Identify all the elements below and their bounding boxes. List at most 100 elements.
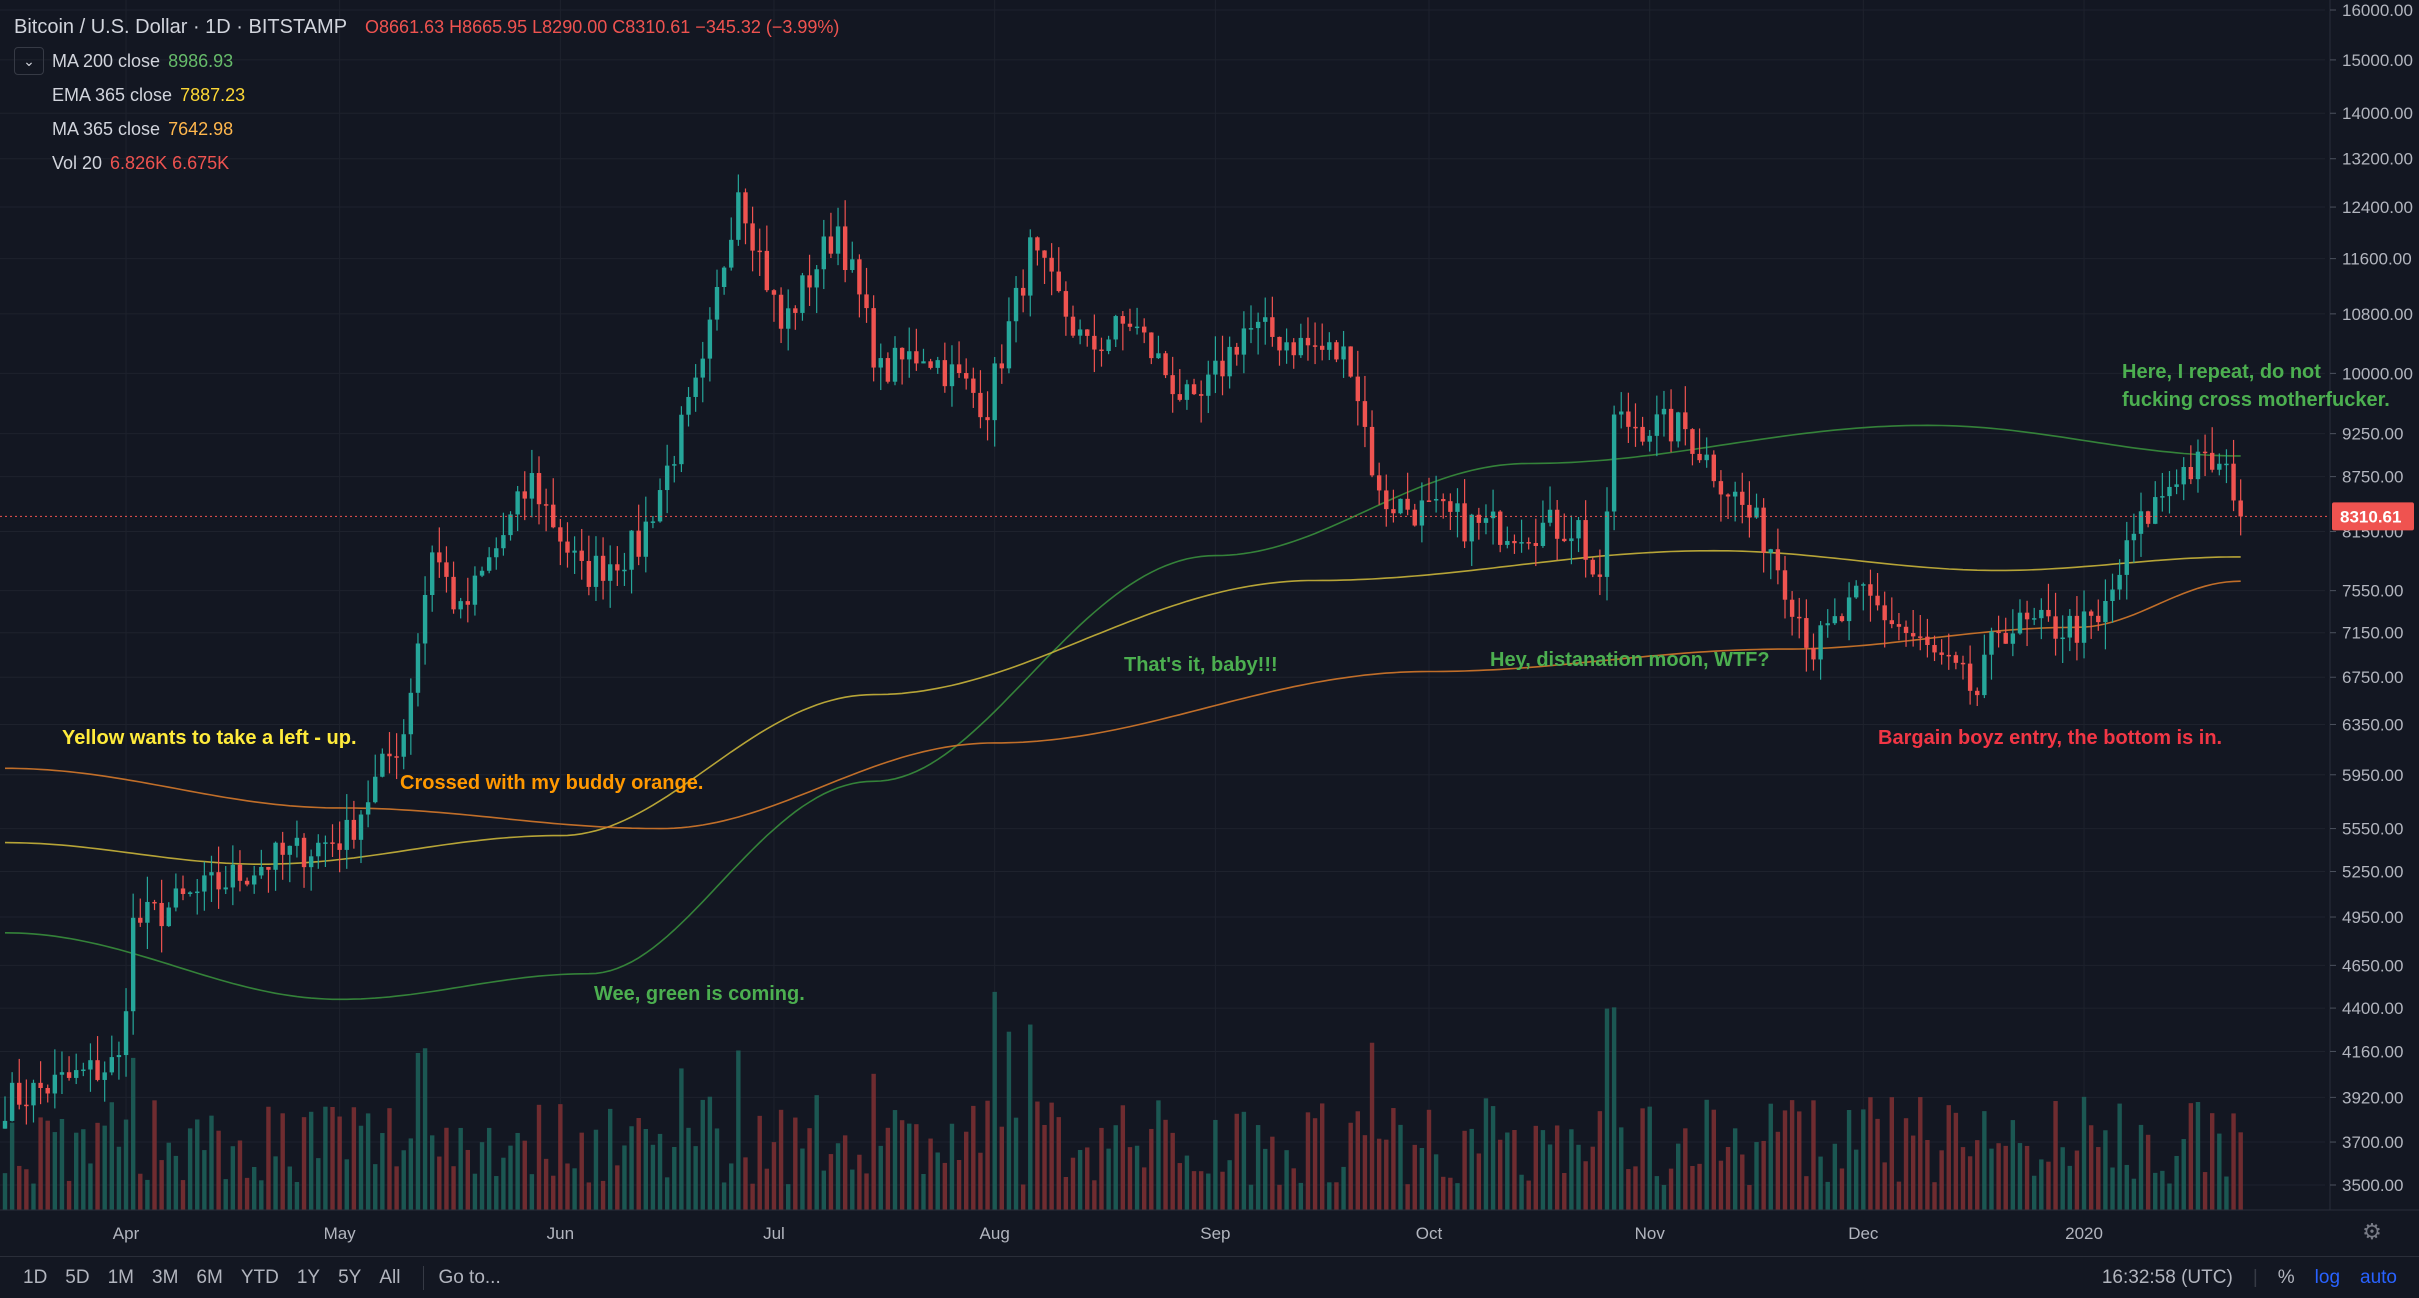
candle-body bbox=[1683, 412, 1688, 430]
volume-bar bbox=[2138, 1124, 2144, 1210]
candle-body bbox=[1946, 654, 1951, 657]
annotation-do-not-cross[interactable]: Here, I repeat, do not fucking cross mot… bbox=[2122, 361, 2390, 411]
candle-body bbox=[2010, 633, 2016, 644]
candle-body bbox=[501, 535, 506, 549]
range-ytd[interactable]: YTD bbox=[240, 1266, 279, 1288]
volume-bar bbox=[237, 1140, 243, 1210]
candle-body bbox=[1725, 494, 1731, 497]
volume-bar bbox=[2174, 1155, 2179, 1210]
volume-bar bbox=[1839, 1168, 1845, 1210]
range-6m[interactable]: 6M bbox=[196, 1266, 223, 1288]
x-tick-label: Aug bbox=[980, 1224, 1010, 1243]
volume-bar bbox=[985, 1100, 990, 1210]
candle-body bbox=[1455, 503, 1460, 512]
candle-body bbox=[1932, 645, 1937, 653]
candle-body bbox=[1241, 328, 1247, 355]
volume-bar bbox=[543, 1158, 549, 1210]
volume-bar bbox=[1469, 1128, 1474, 1210]
candle-body bbox=[714, 286, 720, 320]
range-all[interactable]: All bbox=[379, 1266, 401, 1288]
range-1d[interactable]: 1D bbox=[23, 1266, 48, 1288]
volume-bar bbox=[152, 1100, 157, 1210]
candle-body bbox=[949, 364, 955, 387]
volume-bar bbox=[828, 1154, 834, 1210]
volume-bar bbox=[2010, 1120, 2016, 1210]
candle-body bbox=[693, 377, 698, 397]
candle-body bbox=[707, 319, 713, 359]
range-1m[interactable]: 1M bbox=[107, 1266, 134, 1288]
volume-bar bbox=[1925, 1140, 1930, 1210]
volume-bar bbox=[907, 1123, 912, 1210]
gear-icon[interactable]: ⚙ bbox=[2362, 1219, 2382, 1244]
auto-scale-toggle[interactable]: auto bbox=[2360, 1266, 2397, 1288]
annotation-orange[interactable]: Crossed with my buddy orange. bbox=[400, 772, 704, 794]
range-5y[interactable]: 5Y bbox=[338, 1266, 362, 1288]
candle-body bbox=[66, 1072, 72, 1078]
volume-bar bbox=[750, 1183, 755, 1210]
clock-display[interactable]: 16:32:58 (UTC) bbox=[2101, 1266, 2233, 1288]
volume-bar bbox=[216, 1130, 221, 1210]
candle-body bbox=[81, 1069, 86, 1072]
volume-bar bbox=[629, 1126, 634, 1210]
annotation-green-coming[interactable]: Wee, green is coming. bbox=[594, 983, 805, 1005]
indicator-label[interactable]: Vol 20 bbox=[52, 152, 103, 173]
volume-bar bbox=[992, 991, 997, 1210]
volume-bar bbox=[664, 1177, 670, 1210]
percent-scale-toggle[interactable]: % bbox=[2277, 1266, 2295, 1288]
candle-body bbox=[408, 692, 414, 735]
candle-body bbox=[1134, 326, 1140, 329]
candle-body bbox=[1085, 329, 1090, 336]
candle-body bbox=[985, 417, 990, 421]
volume-bar bbox=[1597, 1111, 1603, 1210]
candle-body bbox=[1768, 549, 1773, 553]
candle-body bbox=[608, 564, 613, 581]
volume-bar bbox=[1519, 1174, 1524, 1210]
candle-body bbox=[1028, 237, 1033, 296]
volume-bar bbox=[771, 1142, 777, 1210]
candle-body bbox=[2003, 632, 2008, 644]
indicator-label[interactable]: EMA 365 close bbox=[52, 84, 173, 105]
volume-bar bbox=[536, 1104, 542, 1210]
symbol-title[interactable]: Bitcoin / U.S. Dollar · 1D · BITSTAMP bbox=[14, 15, 348, 38]
volume-bar bbox=[422, 1048, 428, 1210]
candle-body bbox=[1604, 511, 1610, 577]
volume-bar bbox=[408, 1138, 414, 1210]
candle-body bbox=[387, 753, 392, 757]
volume-bar bbox=[66, 1180, 72, 1210]
annotation-bargain[interactable]: Bargain boyz entry, the bottom is in. bbox=[1878, 727, 2223, 749]
candle-body bbox=[2217, 463, 2222, 470]
indicator-label[interactable]: MA 200 close bbox=[52, 50, 161, 71]
volume-bar bbox=[401, 1150, 406, 1210]
log-scale-toggle[interactable]: log bbox=[2314, 1266, 2341, 1288]
volume-bar bbox=[159, 1160, 164, 1210]
volume-bar bbox=[195, 1119, 200, 1210]
annotation-moon[interactable]: Hey, distanation moon, WTF? bbox=[1490, 649, 1770, 671]
goto-button[interactable]: Go to... bbox=[438, 1266, 501, 1288]
volume-bar bbox=[1918, 1097, 1923, 1210]
volume-bar bbox=[1775, 1131, 1781, 1210]
volume-bar bbox=[1127, 1147, 1133, 1210]
range-5d[interactable]: 5D bbox=[65, 1266, 90, 1288]
range-1y[interactable]: 1Y bbox=[296, 1266, 321, 1288]
volume-bar bbox=[486, 1127, 492, 1210]
volume-bar bbox=[1462, 1130, 1467, 1210]
collapse-legend-button[interactable]: ⌄ bbox=[14, 47, 44, 75]
volume-bar bbox=[1910, 1135, 1916, 1210]
candle-body bbox=[757, 250, 762, 253]
volume-bar bbox=[1512, 1129, 1517, 1210]
volume-bar bbox=[871, 1073, 876, 1210]
candle-body bbox=[130, 917, 136, 1012]
candle-body bbox=[978, 392, 983, 418]
volume-bar bbox=[501, 1157, 506, 1210]
annotation-thats-it[interactable]: That's it, baby!!! bbox=[1124, 654, 1278, 676]
volume-bar bbox=[1020, 1184, 1026, 1210]
volume-bar bbox=[814, 1095, 819, 1210]
volume-bar bbox=[1960, 1147, 1966, 1210]
candle-body bbox=[508, 514, 513, 536]
annotation-yellow[interactable]: Yellow wants to take a left - up. bbox=[62, 727, 357, 749]
range-3m[interactable]: 3M bbox=[152, 1266, 179, 1288]
candle-body bbox=[1106, 339, 1111, 352]
y-tick-label: 15000.00 bbox=[2342, 51, 2413, 70]
indicator-label[interactable]: MA 365 close bbox=[52, 118, 161, 139]
